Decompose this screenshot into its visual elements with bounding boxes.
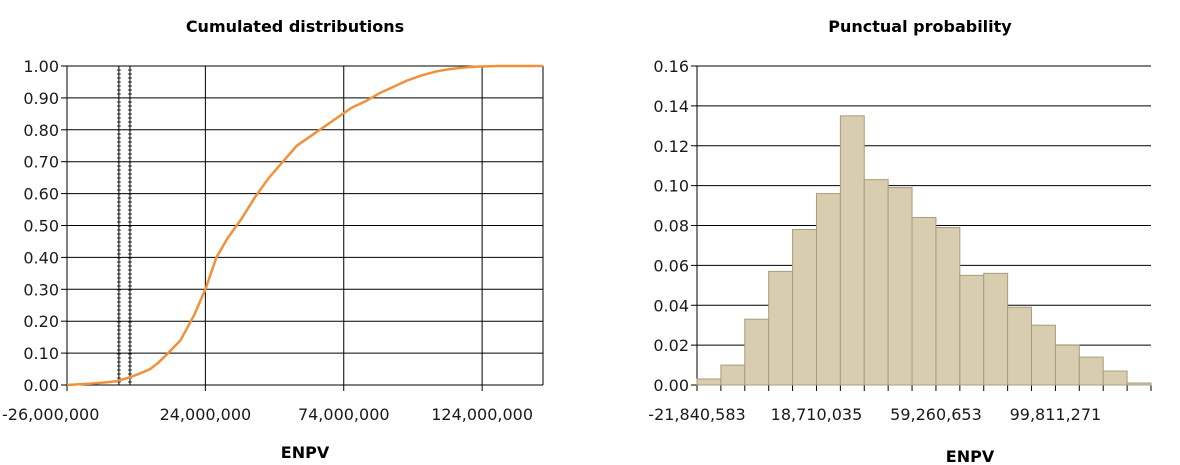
x-tick-label: 18,710,035 [771, 405, 863, 424]
y-tick-label: 0.00 [653, 376, 689, 395]
y-tick-label: 0.90 [23, 89, 59, 108]
y-tick-label: 0.80 [23, 121, 59, 140]
y-tick-label: 0.04 [653, 296, 689, 315]
bar [887, 187, 913, 386]
bar [983, 272, 1009, 386]
x-tick-label: 99,811,271 [1010, 405, 1102, 424]
y-tick-labels: 0.00 0.10 0.20 0.30 0.40 0.50 0.60 0.70 0.80 0.90… [23, 57, 59, 395]
y-tick-label: 0.40 [23, 248, 59, 267]
bar [1126, 382, 1152, 386]
y-tick-label: 1.00 [23, 57, 59, 76]
series-line [66, 64, 543, 387]
x-tick-label: -26,000,000 [2, 405, 99, 424]
y-tick-label: 0.10 [653, 177, 689, 196]
x-tick-label: -21,840,583 [648, 405, 745, 424]
y-tick-label: 0.06 [653, 256, 689, 275]
chart-title: Cumulated distributions [186, 17, 404, 36]
y-tick-label: 0.20 [23, 312, 59, 331]
y-tick-label: 0.14 [653, 97, 689, 116]
bar [720, 364, 746, 386]
series [66, 64, 543, 387]
y-tick-label: 0.00 [23, 376, 59, 395]
x-tick-labels: -21,840,583 18,710,035 59,260,653 99,811,27… [648, 405, 1101, 424]
y-tick-label: 0.60 [23, 185, 59, 204]
punctual-probability-chart: Punctual probability ENPV 0.000.020.040.… [648, 17, 1152, 465]
x-axis-label: ENPV [946, 447, 995, 465]
y-tick-labels: 0.00 0.02 0.04 0.06 0.08 0.10 0.12 0.14 0.16 [653, 57, 689, 395]
bar [792, 228, 817, 386]
y-tick-label: 0.70 [23, 153, 59, 172]
bar [863, 179, 889, 386]
cumulated-distributions-chart: Cumulated distributions ENPV 0.00 0.10 0.2… [2, 17, 544, 462]
x-tick-label: 24,000,000 [160, 405, 252, 424]
bars [696, 115, 1152, 386]
bar [1078, 356, 1104, 386]
bar [744, 318, 770, 386]
bar [911, 217, 937, 386]
bar [1054, 344, 1080, 386]
y-tick-label: 0.08 [653, 217, 689, 236]
bar [815, 193, 841, 386]
bar [935, 226, 961, 386]
x-tick-labels: -26,000,000 24,000,000 74,000,000 124,000,0… [2, 405, 533, 424]
bar [1031, 324, 1056, 386]
bar [1007, 306, 1033, 386]
y-tick-label: 0.02 [653, 336, 689, 355]
y-tick-label: 0.30 [23, 280, 59, 299]
x-tick-label: 74,000,000 [298, 405, 390, 424]
bar [696, 378, 722, 386]
x-tick-label: 59,260,653 [890, 405, 982, 424]
y-tick-label: 0.12 [653, 137, 689, 156]
y-tick-label: 0.16 [653, 57, 689, 76]
y-tick-label: 0.50 [23, 217, 59, 236]
grid [61, 65, 544, 391]
bar [768, 270, 794, 386]
chart-title: Punctual probability [828, 17, 1012, 36]
x-tick-label: 124,000,000 [431, 405, 533, 424]
bar [1102, 370, 1128, 386]
x-axis-label: ENPV [281, 443, 330, 462]
y-tick-label: 0.10 [23, 344, 59, 363]
bar [959, 274, 985, 386]
bar [839, 115, 865, 386]
